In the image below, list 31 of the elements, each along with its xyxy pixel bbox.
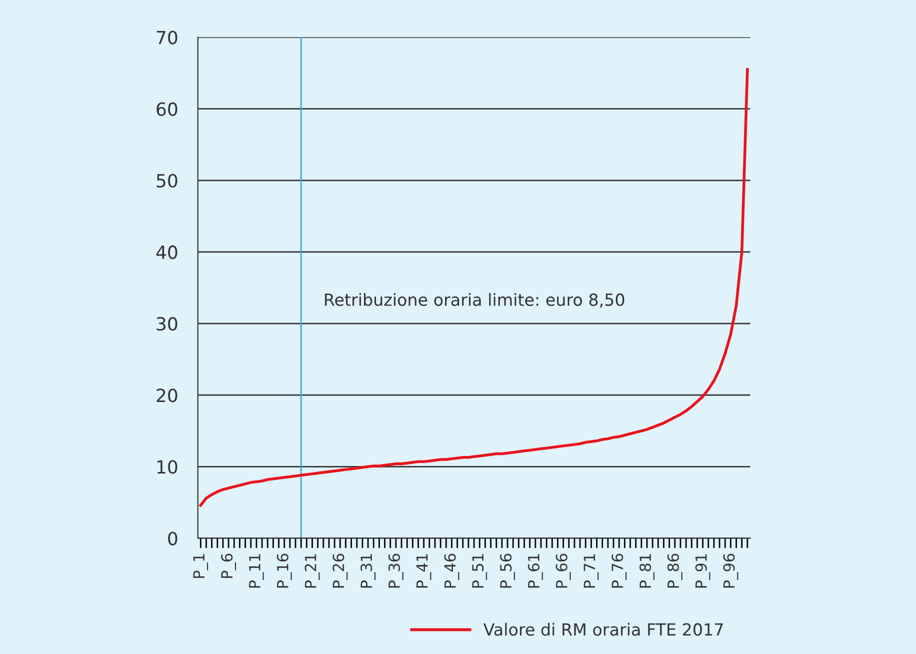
x-tick-label: P_46 [444,554,460,588]
x-tick-label: P_61 [528,554,543,588]
x-tick-label: P_16 [276,554,292,588]
y-tick-label: 20 [156,388,178,402]
y-tick-label: 50 [156,174,178,188]
y-tick-label: 60 [156,102,178,116]
x-tick-label: P_56 [500,554,515,588]
x-tick-label: P_26 [332,554,348,588]
x-tick-label: P_6 [221,554,236,578]
x-tick-label: P_86 [667,554,682,588]
x-tick-label: P_11 [249,554,264,588]
x-tick-label: P_1 [193,554,208,578]
x-tick-label: P_21 [304,554,320,588]
y-tick-label: 70 [156,30,178,44]
x-tick-label: P_36 [388,554,404,588]
annotation: Retribuzione oraria limite: euro 8,50 [325,293,624,308]
x-tick-label: P_71 [584,554,599,588]
legend-label: Valore di RM oraria FTE 2017 [483,622,723,636]
x-tick-label: P_96 [723,554,738,588]
x-tick-label: P_76 [612,554,627,588]
y-tick-label: 10 [157,460,178,474]
y-tick-label: 30 [156,317,178,331]
x-tick-label: P_81 [640,554,654,588]
x-tick-label: P_31 [360,554,376,588]
line-series [199,68,749,507]
x-tick-label: P_66 [556,554,571,588]
x-tick-label: P_51 [472,554,487,588]
y-tick-label: 40 [156,245,178,260]
x-tick-label: P_91 [695,554,710,588]
x-tick-label: P_41 [416,554,432,588]
y-tick-label: 0 [168,532,178,546]
